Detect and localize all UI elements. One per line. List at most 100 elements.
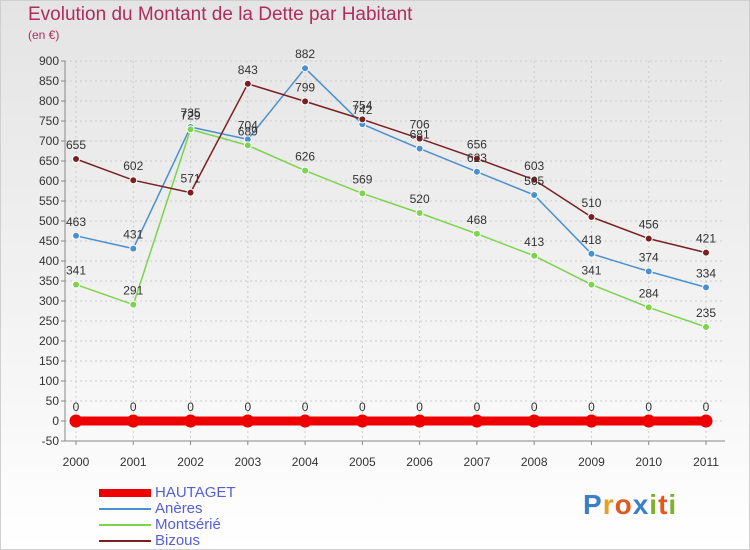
data-label-hautaget: 0 [187, 400, 194, 414]
logo-letter: r [602, 489, 615, 520]
chart-subtitle: (en €) [28, 28, 60, 42]
y-tick-label: 450 [39, 234, 59, 248]
data-point-montserie [587, 280, 596, 289]
x-tick-label: 2006 [406, 455, 433, 469]
data-point-aneres [644, 267, 653, 276]
legend-label-aneres: Anères [155, 500, 203, 517]
data-label-hautaget: 0 [416, 400, 423, 414]
data-point-hautaget [126, 414, 140, 428]
data-label-bizous: 754 [352, 98, 372, 112]
data-point-bizous [644, 234, 653, 243]
data-label-montserie: 413 [524, 235, 544, 249]
data-point-aneres [702, 283, 710, 292]
data-label-bizous: 456 [639, 218, 659, 232]
data-point-bizous [587, 213, 596, 221]
data-label-bizous: 655 [66, 138, 86, 152]
legend-swatch-hautaget [99, 489, 151, 497]
data-label-aneres: 704 [238, 118, 258, 132]
data-point-montserie [243, 141, 252, 150]
data-point-bizous [72, 155, 80, 163]
data-label-aneres: 374 [639, 250, 659, 264]
data-label-hautaget: 0 [302, 400, 309, 414]
data-label-montserie: 291 [123, 284, 143, 298]
y-tick-label: 850 [39, 74, 59, 88]
data-point-aneres [587, 249, 596, 258]
data-point-montserie [702, 323, 710, 331]
x-tick-label: 2008 [521, 455, 548, 469]
chart-title: Evolution du Montant de la Dette par Hab… [28, 4, 413, 25]
y-tick-label: 750 [39, 114, 59, 128]
data-point-hautaget [241, 414, 255, 428]
data-point-bizous [243, 79, 252, 88]
y-tick-label: 0 [52, 414, 59, 428]
axes: -50 0 50 100 150 200 250 300 350 400 450 500 550 600 6… [39, 54, 725, 469]
y-tick-label: 500 [39, 214, 59, 228]
data-label-bizous: 799 [295, 80, 315, 94]
series-line-montserie [75, 128, 707, 328]
data-point-hautaget [355, 414, 369, 428]
legend-label-bizous: Bizous [155, 532, 201, 549]
legend-label-hautaget: HAUTAGET [155, 484, 236, 501]
y-tick-label: 600 [39, 174, 59, 188]
data-point-bizous [415, 134, 424, 143]
data-point-hautaget [584, 414, 598, 428]
data-label-hautaget: 0 [588, 400, 595, 414]
legend-label-montserie: Montsérié [155, 516, 221, 533]
data-label-montserie: 729 [181, 108, 201, 122]
data-point-aneres [129, 244, 138, 253]
grid-lines [65, 60, 725, 442]
y-tick-label: 550 [39, 194, 59, 208]
series-line-aneres [75, 67, 707, 289]
logo-letter: P [583, 489, 603, 520]
data-label-aneres: 882 [295, 47, 315, 61]
legend-swatch-bizous [99, 540, 151, 542]
data-point-bizous [530, 175, 539, 184]
data-label-aneres: 431 [123, 228, 143, 242]
data-point-montserie [358, 189, 367, 198]
x-tick-label: 2010 [635, 455, 662, 469]
logo-letter: i [668, 489, 678, 520]
y-tick-label: 800 [39, 94, 59, 108]
data-label-montserie: 341 [66, 264, 86, 278]
data-label-bizous: 656 [467, 138, 487, 152]
data-label-bizous: 602 [123, 159, 143, 173]
data-label-montserie: 689 [238, 124, 258, 138]
data-point-aneres [301, 64, 310, 73]
line-chart: -50 0 50 100 150 200 250 300 350 400 450 500 550 600 6… [39, 47, 725, 469]
data-label-montserie: 284 [639, 286, 659, 300]
x-tick-label: 2007 [464, 455, 491, 469]
data-point-bizous [358, 115, 367, 124]
y-tick-label: 100 [39, 374, 59, 388]
data-label-aneres: 735 [181, 106, 201, 120]
data-label-aneres: 681 [410, 128, 430, 142]
data-label-montserie: 569 [352, 172, 372, 186]
data-point-hautaget [642, 414, 656, 428]
data-label-hautaget: 0 [645, 400, 652, 414]
data-point-aneres [472, 167, 481, 176]
data-point-montserie [644, 303, 653, 312]
data-point-hautaget [184, 414, 198, 428]
data-point-hautaget [69, 414, 83, 428]
data-point-hautaget [413, 414, 427, 428]
data-label-hautaget: 0 [244, 400, 251, 414]
y-tick-label: 700 [39, 134, 59, 148]
data-label-hautaget: 0 [531, 400, 538, 414]
data-label-aneres: 742 [352, 103, 372, 117]
data-label-bizous: 706 [410, 118, 430, 132]
data-label-hautaget: 0 [359, 400, 366, 414]
proxiti-logo: Proxiti [583, 489, 677, 521]
data-label-montserie: 341 [581, 264, 601, 278]
y-tick-label: 900 [39, 54, 59, 68]
data-point-hautaget [527, 414, 541, 428]
data-label-bizous: 571 [181, 172, 201, 186]
data-label-bizous: 510 [581, 196, 601, 210]
x-tick-label: 2011 [693, 455, 719, 469]
data-point-montserie [301, 166, 310, 175]
data-point-aneres [72, 231, 80, 240]
y-tick-label: 650 [39, 154, 59, 168]
data-label-montserie: 235 [696, 306, 716, 320]
data-label-bizous: 843 [238, 63, 258, 77]
x-tick-label: 2009 [578, 455, 605, 469]
data-label-montserie: 520 [410, 192, 430, 206]
data-point-aneres [530, 191, 539, 199]
